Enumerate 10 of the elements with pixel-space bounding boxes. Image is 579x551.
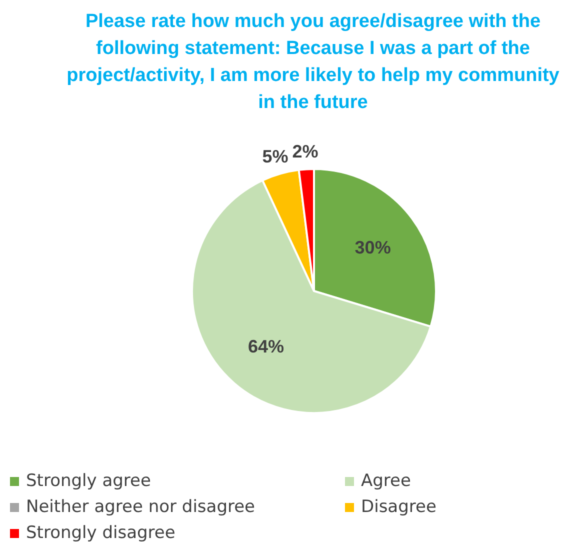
legend-label: Agree: [361, 471, 411, 491]
legend-label: Strongly disagree: [26, 523, 176, 543]
data-label: 30%: [354, 237, 391, 258]
data-label: 64%: [248, 336, 284, 356]
legend-label: Neither agree nor disagree: [26, 497, 256, 517]
chart-title: Please rate how much you agree/disagree with the following statement: Because I was a part of the project/activity, I am more likely to help my community in the future: [66, 10, 560, 115]
data-label: 2%: [292, 141, 318, 162]
data-label: 5%: [262, 146, 288, 166]
legend-label: Disagree: [361, 497, 436, 517]
legend-label: Strongly agree: [26, 471, 151, 491]
